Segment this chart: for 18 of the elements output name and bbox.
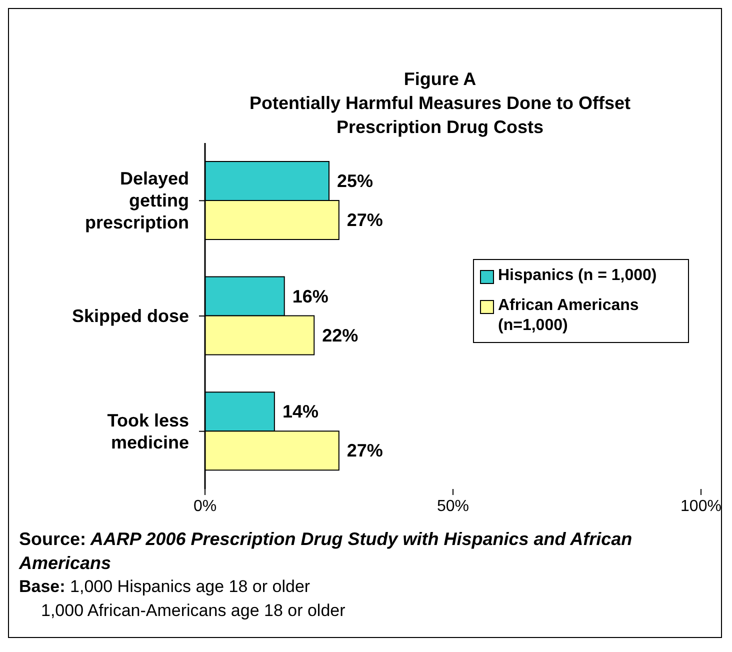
y-tick-label: Took less medicine bbox=[107, 410, 189, 452]
legend-label: Hispanics (n = 1,000) bbox=[498, 266, 657, 286]
y-tick-label: Delayed getting prescription bbox=[84, 168, 189, 233]
data-label: 27% bbox=[346, 210, 383, 230]
x-tick-label: 100% bbox=[680, 498, 722, 515]
legend-label: African Americans (n=1,000) bbox=[498, 296, 640, 336]
x-tick-label: 50% bbox=[436, 498, 470, 515]
chart-title: Figure A Potentially Harmful Measures Done to Offset Prescription Drug Costs bbox=[248, 68, 632, 139]
data-label: 22% bbox=[322, 325, 358, 346]
text: Base: 1,000 Hispanics age 18 or older bbox=[19, 577, 310, 596]
data-label: 16% bbox=[292, 286, 328, 306]
x-tick-label: 0% bbox=[193, 498, 217, 515]
text: 1,000 African-Americans age 18 or older bbox=[41, 601, 346, 620]
data-label: 27% bbox=[346, 440, 383, 461]
data-label: 25% bbox=[337, 170, 374, 191]
data-label: 14% bbox=[282, 402, 318, 422]
y-tick-label: Skipped dose bbox=[72, 306, 189, 326]
source-note: Source: AARP 2006 Prescription Drug Study with Hispanics and African Americans bbox=[19, 529, 632, 573]
